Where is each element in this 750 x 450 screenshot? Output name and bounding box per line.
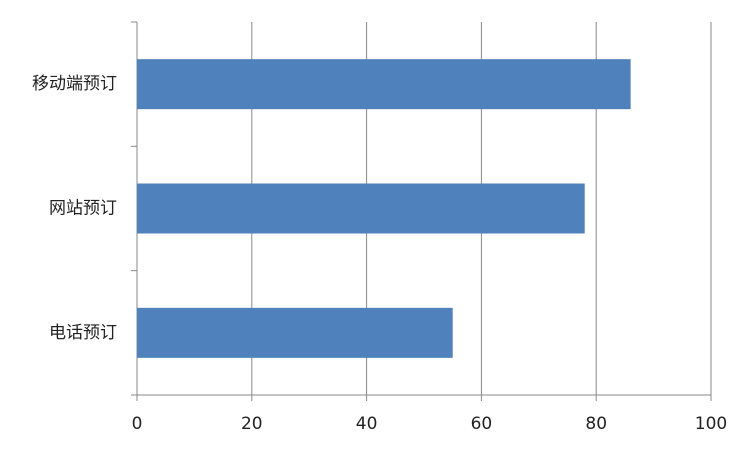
y-tick-label: 网站预订	[49, 199, 117, 219]
x-tick-label: 100	[695, 414, 727, 434]
y-tick-label: 移动端预订	[32, 74, 117, 94]
bar	[137, 183, 585, 234]
x-tick-label: 40	[356, 414, 378, 434]
x-tick-label: 0	[132, 414, 143, 434]
x-tick-label: 60	[471, 414, 493, 434]
x-tick-label: 80	[585, 414, 607, 434]
bar	[137, 59, 631, 110]
x-tick-label: 20	[241, 414, 263, 434]
y-tick-label: 电话预订	[49, 323, 117, 343]
bar	[137, 307, 453, 358]
